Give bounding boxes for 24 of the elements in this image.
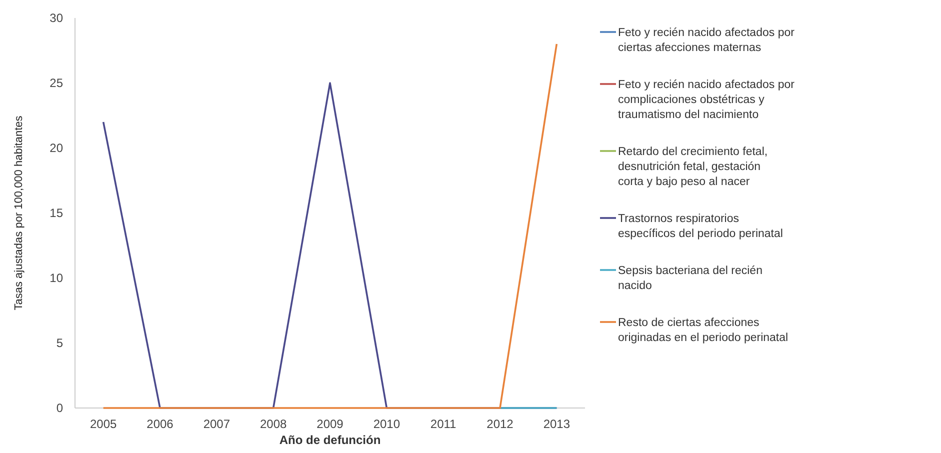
y-tick-label: 0 [56, 401, 64, 416]
y-tick-label: 20 [50, 141, 64, 156]
x-tick-label: 2008 [260, 417, 288, 431]
x-tick-label: 2011 [430, 417, 457, 431]
x-tick-label: 2006 [146, 417, 174, 431]
x-tick-label: 2010 [373, 417, 400, 431]
legend-label: Trastornos respiratorios específicos del periodo perinatal [618, 213, 783, 240]
y-axis-title: Tasas ajustadas por 100,000 habitantes [13, 115, 25, 310]
x-tick-label: 2013 [543, 417, 570, 431]
x-tick-label: 2007 [203, 417, 230, 431]
y-tick-label: 15 [50, 206, 64, 220]
y-tick-label: 25 [50, 76, 64, 90]
x-tick-label: 2005 [90, 417, 118, 431]
y-tick-label: 5 [56, 336, 64, 350]
x-axis-title: Año de defunción [279, 433, 381, 447]
legend-label: Resto de ciertas afecciones originadas en el periodo perinatal [618, 317, 788, 344]
legend-label: Feto y recién nacido afectados por ciertas afecciones maternas [618, 27, 795, 54]
legend-label: Retardo del crecimiento fetal, desnutrición fetal, gestación corta y bajo peso al nacer [618, 146, 768, 188]
legend-label: Feto y recién nacido afectados por complicaciones obstétricas y traumatismo del nacimiento [618, 79, 795, 122]
y-tick-label: 10 [50, 271, 64, 286]
x-tick-label: 2009 [316, 417, 344, 431]
y-tick-label: 30 [50, 11, 64, 26]
legend-label: Sepsis bacteriana del recién nacido [618, 265, 762, 292]
x-tick-label: 2012 [486, 417, 514, 431]
